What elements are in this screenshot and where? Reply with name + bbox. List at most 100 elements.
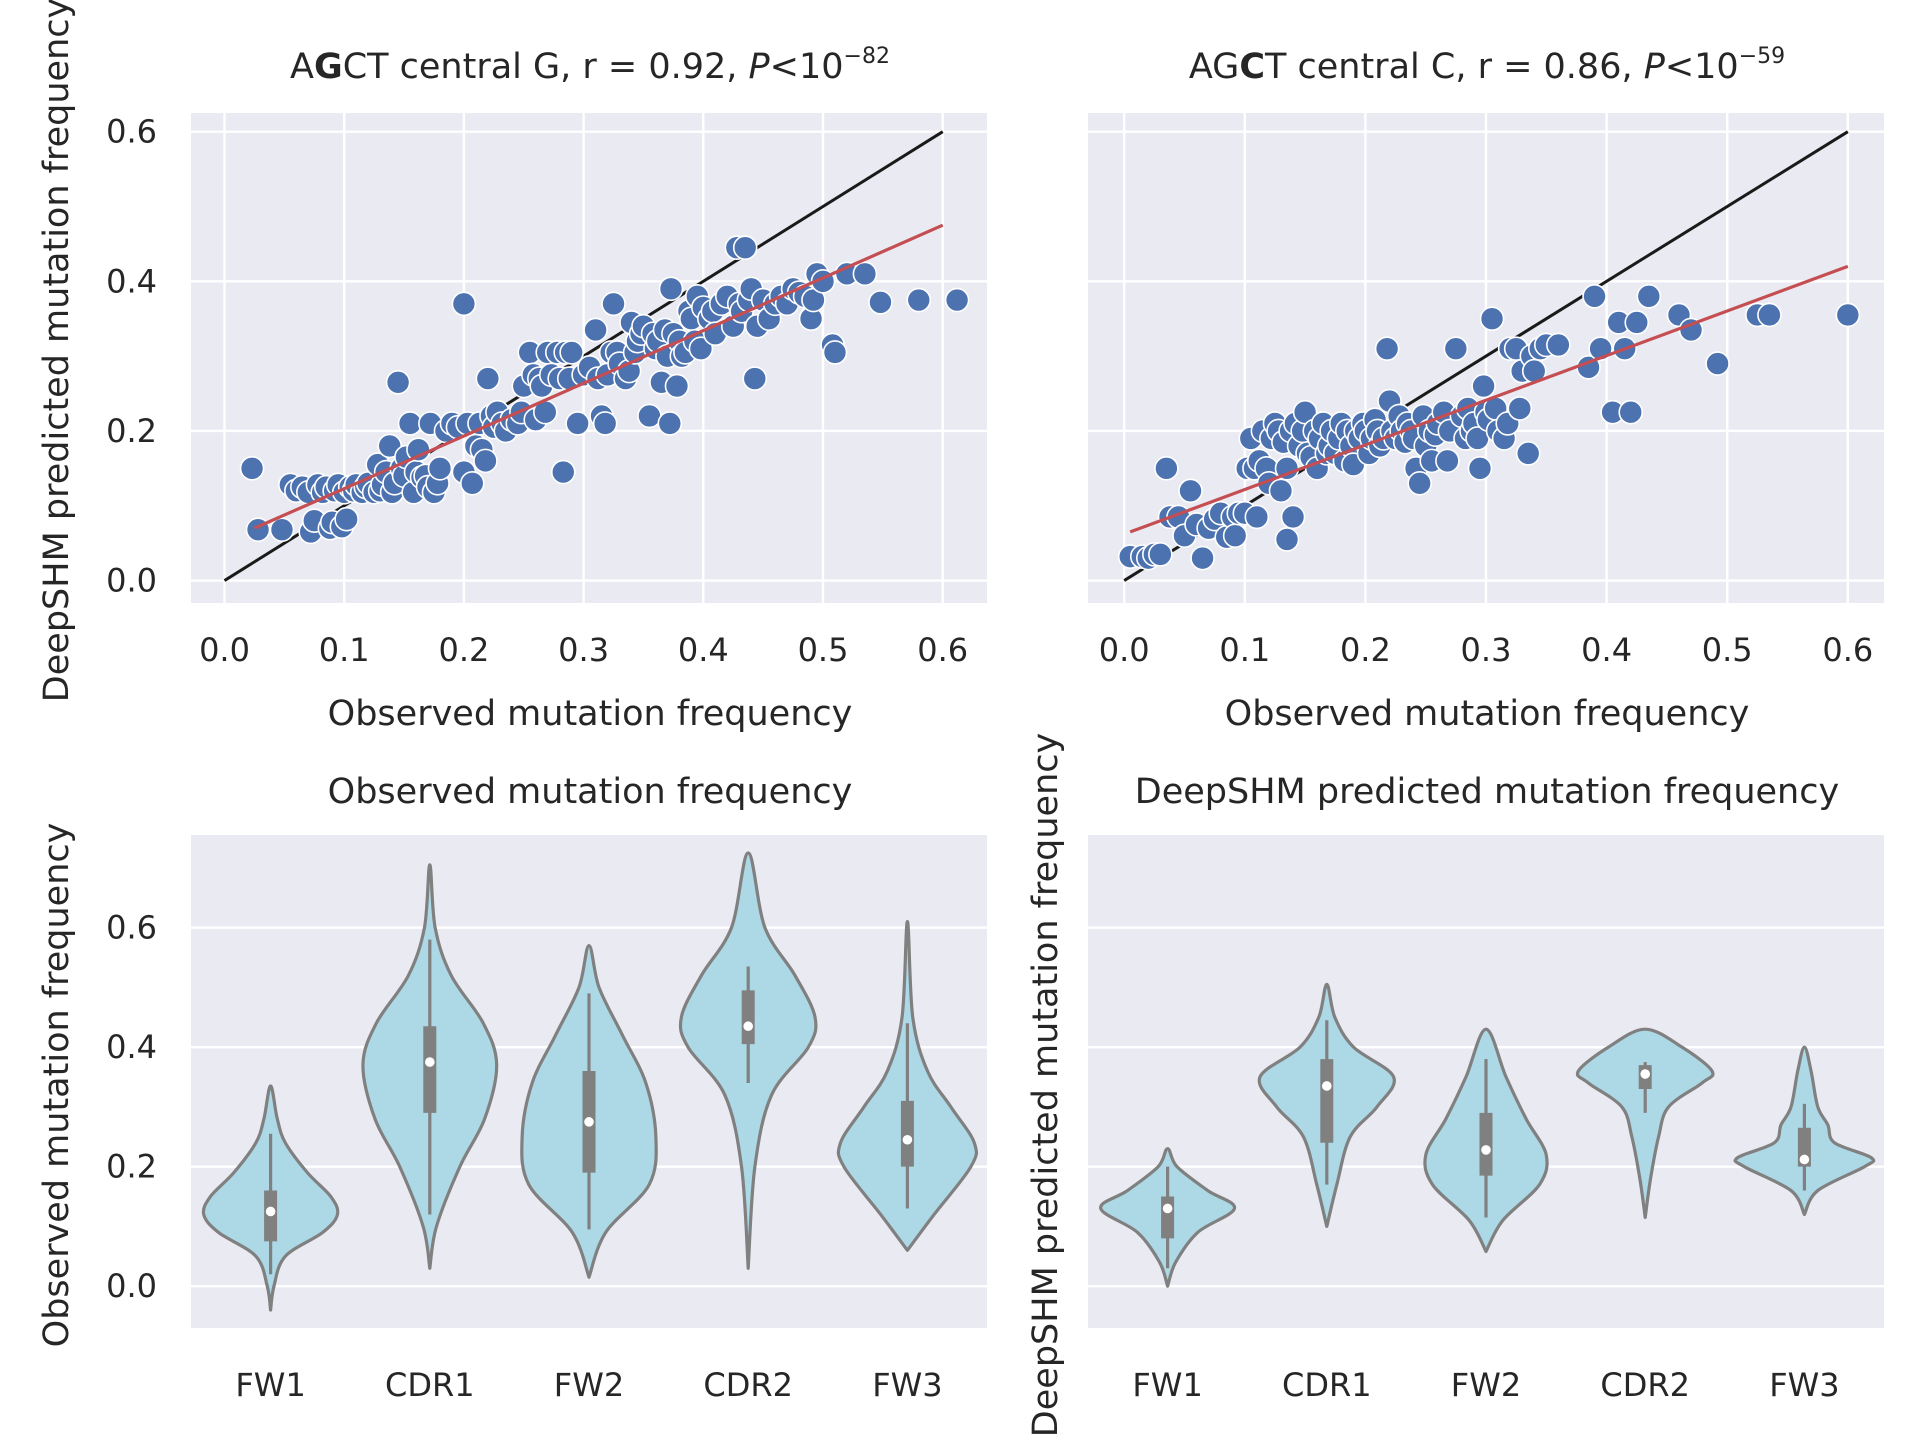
title-prefix: AG [1189, 47, 1239, 87]
y-axis-label: Observed mutation frequency [37, 823, 77, 1348]
scatter-point [658, 276, 684, 302]
title-p-exponent: −59 [1739, 44, 1785, 69]
scatter-point [1222, 523, 1248, 548]
scatter-point [550, 459, 576, 485]
violin-median [1322, 1081, 1332, 1091]
scatter-point [868, 289, 893, 315]
scatter-panel-agct-central-g: AGCT central G, r = 0.92, P<10−82 Observ… [37, 0, 987, 734]
scatter-point [565, 411, 590, 436]
panel-title: AGCT central C, r = 0.86, P<10−59 [1189, 44, 1785, 87]
scatter-point [1582, 283, 1607, 309]
identity-line [223, 130, 944, 582]
violin-panel-observed: Observed mutation frequency Observed mut… [37, 772, 987, 1404]
scatter-point [637, 403, 662, 429]
x-tick-label: CDR2 [1600, 1366, 1690, 1404]
scatter-point [1757, 302, 1782, 328]
x-tick-label: CDR1 [1282, 1366, 1372, 1404]
scatter-point [559, 340, 584, 365]
scatter-point [1467, 456, 1493, 481]
violin-median [902, 1134, 913, 1145]
x-tick-label: 0.5 [1702, 631, 1753, 669]
scatter-point [944, 287, 970, 313]
x-tick-label: FW1 [235, 1366, 305, 1404]
scatter-point [1274, 527, 1300, 552]
scatter-point [1178, 478, 1203, 504]
scatter-point [1280, 504, 1306, 530]
x-tick-label: FW3 [872, 1366, 942, 1404]
scatter-point [1268, 478, 1294, 504]
x-axis-label: Observed mutation frequency [328, 694, 853, 734]
violin-median [1481, 1145, 1491, 1155]
scatter-point [1507, 396, 1533, 421]
y-tick-label: 0.6 [106, 113, 157, 151]
panel-title: DeepSHM predicted mutation frequency [1135, 772, 1839, 812]
scatter-point [732, 235, 758, 260]
scatter-point [427, 456, 453, 481]
x-axis-label: Observed mutation frequency [1225, 694, 1750, 734]
violin-median [425, 1057, 435, 1067]
scatter-point [475, 366, 501, 391]
scatter-point [1479, 306, 1505, 332]
y-axis-label: DeepSHM predicted mutation frequency [37, 0, 77, 702]
regression-line [1129, 264, 1849, 534]
scatter-point [269, 517, 295, 542]
title-prefix: A [290, 47, 314, 87]
y-tick-label: 0.2 [106, 1148, 157, 1186]
x-tick-label: FW3 [1769, 1366, 1839, 1404]
scatter-point [688, 336, 714, 361]
title-suffix: CT central G, r = 0.92, [343, 47, 749, 87]
y-tick-label: 0.0 [106, 1267, 157, 1305]
x-tick-label: 0.0 [199, 631, 250, 669]
violin-median [1799, 1154, 1810, 1165]
x-tick-label: 0.2 [438, 631, 489, 669]
violin-median [584, 1117, 594, 1127]
title-bold-letter: G [314, 47, 343, 87]
scatter-point [852, 261, 878, 287]
violin-median [265, 1206, 276, 1217]
scatter-point [1374, 336, 1400, 361]
violin-median [743, 1021, 753, 1032]
title-p-text: <10 [770, 47, 844, 87]
x-tick-label: 0.3 [1461, 631, 1512, 669]
x-tick-label: 0.6 [1822, 631, 1873, 669]
scatter-point [822, 340, 848, 365]
x-tick-label: 0.6 [917, 631, 968, 669]
x-tick-label: FW2 [554, 1366, 624, 1404]
x-tick-label: FW2 [1451, 1366, 1521, 1404]
scatter-point [334, 506, 359, 532]
x-tick-label: 0.5 [798, 631, 849, 669]
violin-median [1162, 1203, 1173, 1214]
x-tick-label: 0.4 [678, 631, 729, 669]
scatter-point [239, 456, 265, 481]
scatter-point [1190, 545, 1215, 571]
scatter-point [385, 370, 411, 395]
x-tick-label: FW1 [1132, 1366, 1202, 1404]
x-tick-label: CDR2 [703, 1366, 793, 1404]
y-tick-label: 0.2 [106, 412, 157, 450]
scatter-point [1546, 332, 1571, 358]
title-p-text: <10 [1665, 47, 1739, 87]
panel-title: AGCT central G, r = 0.92, P<10−82 [290, 44, 890, 87]
scatter-point [1705, 351, 1730, 376]
regression-line [253, 223, 944, 530]
scatter-point [1443, 336, 1469, 361]
scatter-point [1407, 471, 1432, 496]
scatter-point [592, 411, 618, 436]
violin-body [1575, 1027, 1715, 1220]
y-tick-label: 0.0 [106, 562, 157, 600]
scatter-point [1471, 373, 1496, 399]
y-tick-label: 0.6 [106, 909, 157, 947]
x-tick-label: 0.2 [1340, 631, 1391, 669]
scatter-point [1154, 456, 1179, 481]
scatter-point [459, 471, 485, 496]
scatter-point [583, 317, 608, 343]
y-axis-label: DeepSHM predicted mutation frequency [1026, 733, 1066, 1437]
y-tick-label: 0.4 [106, 262, 157, 300]
scatter-point [1244, 504, 1270, 530]
scatter-point [657, 411, 683, 436]
panel-title: Observed mutation frequency [328, 772, 853, 812]
scatter-point [742, 366, 768, 391]
scatter-point [1624, 310, 1650, 335]
title-p-label: P [1644, 47, 1666, 87]
